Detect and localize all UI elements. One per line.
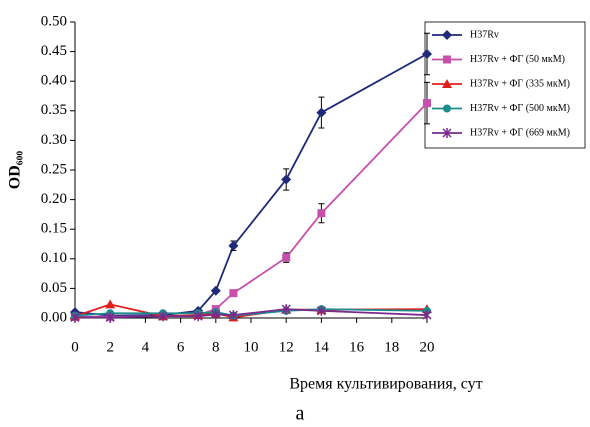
marker — [228, 310, 238, 321]
x-tick-label: 0 — [71, 339, 79, 355]
marker — [422, 48, 432, 59]
marker — [282, 253, 291, 262]
x-tick-label: 18 — [384, 339, 399, 355]
x-tick-label: 6 — [177, 339, 185, 355]
x-tick-label: 8 — [212, 339, 220, 355]
series-line — [74, 53, 428, 317]
legend-label: H37Rv — [470, 29, 499, 40]
marker — [443, 104, 451, 113]
y-tick-label: 0.30 — [41, 132, 67, 148]
marker — [316, 305, 326, 316]
legend-label: H37Rv + ФГ (50 мкМ) — [470, 54, 565, 65]
marker — [317, 209, 326, 218]
x-tick-label: 2 — [106, 339, 114, 355]
marker — [70, 312, 80, 323]
y-tick-label: 0.20 — [41, 191, 67, 207]
y-tick-label: 0.00 — [41, 309, 67, 325]
caption: а — [296, 403, 305, 425]
marker — [442, 79, 452, 88]
series-line — [75, 102, 428, 318]
y-tick-label: 0.10 — [41, 250, 67, 266]
x-tick-label: 14 — [314, 339, 330, 355]
marker — [158, 311, 168, 322]
marker — [229, 289, 238, 298]
marker — [105, 312, 115, 323]
legend-label: H37Rv + ФГ (335 мкМ) — [470, 78, 570, 89]
y-tick-label: 0.25 — [41, 161, 67, 177]
marker — [210, 285, 221, 296]
marker — [228, 240, 239, 251]
y-tick-label: 0.45 — [41, 43, 67, 59]
x-axis-label: Время культивирования, сут — [289, 376, 482, 393]
marker — [105, 299, 116, 309]
marker — [423, 99, 431, 108]
marker — [422, 310, 432, 321]
marker — [442, 30, 452, 40]
marker — [281, 174, 292, 185]
legend-label: H37Rv + ФГ (500 мкМ) — [470, 103, 570, 114]
marker — [211, 309, 221, 320]
y-tick-label: 0.35 — [41, 102, 67, 118]
legend-box — [424, 21, 586, 149]
x-tick-label: 4 — [142, 339, 150, 355]
marker — [443, 55, 451, 64]
marker — [442, 128, 452, 138]
x-tick-label: 20 — [420, 339, 435, 355]
marker — [316, 107, 327, 118]
legend-label: H37Rv + ФГ (669 мкМ) — [470, 127, 570, 138]
y-tick-label: 0.50 — [41, 13, 67, 29]
y-tick-label: 0.15 — [41, 221, 67, 237]
y-tick-label: 0.05 — [41, 280, 67, 296]
y-tick-label: 0.40 — [41, 73, 67, 89]
x-tick-label: 12 — [279, 339, 294, 355]
marker — [281, 304, 291, 315]
y-axis-label: OD₆₀₀ — [7, 151, 24, 190]
x-tick-label: 10 — [244, 339, 259, 355]
marker — [193, 311, 203, 322]
x-tick-label: 16 — [349, 339, 365, 355]
